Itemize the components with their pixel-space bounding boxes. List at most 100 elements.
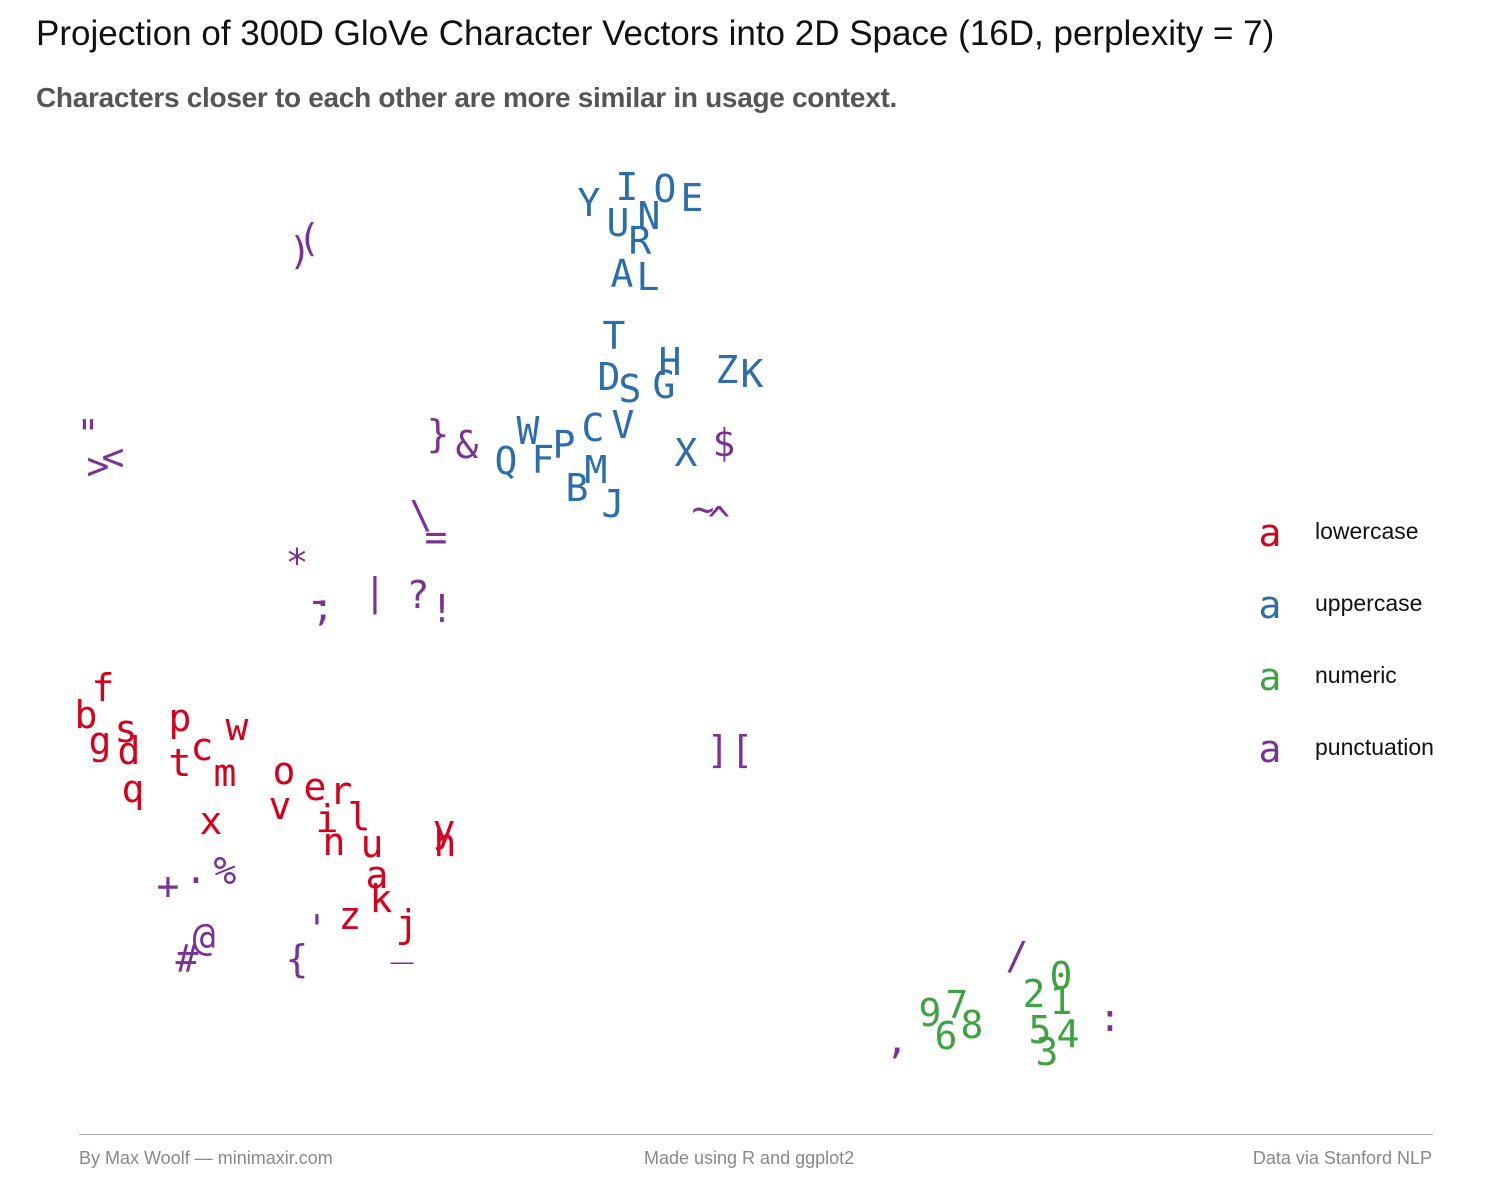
point-label-punctuation: ~	[692, 487, 715, 531]
point-label-punctuation: ;	[312, 585, 335, 629]
point-label-punctuation: "	[77, 412, 100, 456]
footer-tools: Made using R and ggplot2	[644, 1148, 855, 1168]
point-label-uppercase: W	[517, 409, 540, 453]
point-label-lowercase: d	[118, 729, 141, 773]
point-label-punctuation: =	[425, 515, 448, 559]
point-label-punctuation: +	[157, 864, 180, 908]
point-label-uppercase: D	[598, 355, 621, 399]
point-label-uppercase: O	[654, 167, 677, 211]
point-label-numeric: 0	[1050, 954, 1073, 998]
point-label-uppercase: Y	[578, 181, 601, 225]
point-label-lowercase: f	[92, 666, 115, 710]
legend-key-uppercase: a	[1259, 583, 1282, 627]
point-label-uppercase: P	[553, 423, 576, 467]
point-label-uppercase: V	[612, 403, 635, 447]
legend: a lowercase a uppercase a numeric a punctuation	[1259, 511, 1434, 771]
point-label-numeric: 3	[1036, 1030, 1059, 1074]
point-label-lowercase: i	[316, 797, 339, 841]
legend-key-lowercase: a	[1259, 511, 1282, 555]
point-label-uppercase: J	[602, 482, 625, 526]
point-label-uppercase: X	[675, 431, 698, 475]
point-label-lowercase: s	[115, 707, 138, 751]
point-label-punctuation: |	[364, 570, 387, 615]
point-label-uppercase: G	[653, 363, 676, 407]
chart-title: Projection of 300D GloVe Character Vecto…	[36, 14, 1275, 53]
points-layer: I O E Y NU RA LTH Z K D GS W C VPQ F X MB J)("><} & $ \= ~^ * |…	[75, 165, 1122, 1074]
footer-source: Data via Stanford NLP	[1252, 1148, 1432, 1168]
point-label-lowercase: y	[433, 807, 456, 851]
point-label-lowercase: g	[89, 719, 112, 763]
point-label-punctuation: (	[298, 216, 321, 260]
legend-label-lowercase: lowercase	[1315, 518, 1419, 544]
point-label-lowercase: a	[366, 853, 389, 897]
legend-key-punctuation: a	[1259, 727, 1282, 771]
point-label-punctuation: >	[87, 444, 110, 488]
point-label-uppercase: R	[629, 219, 652, 263]
point-label-punctuation: &	[456, 423, 479, 467]
point-label-numeric: 7	[946, 983, 969, 1027]
point-label-lowercase: x	[200, 799, 223, 843]
point-label-punctuation: ]	[707, 728, 730, 772]
point-label-uppercase: K	[741, 352, 764, 396]
point-label-uppercase: Z	[716, 348, 739, 392]
point-label-punctuation: <	[102, 435, 125, 479]
footer-divider	[79, 1134, 1433, 1135]
point-label-punctuation: -	[307, 578, 330, 622]
point-label-uppercase: B	[566, 466, 589, 510]
point-label-lowercase: z	[339, 894, 362, 938]
point-label-punctuation: %	[214, 849, 237, 893]
point-label-uppercase: T	[603, 314, 626, 358]
point-label-lowercase: v	[269, 784, 292, 828]
scatter-plot: I O E Y NU RA LTH Z K D GS W C VPQ F X MB J)("><} & $ \= ~^ * |…	[75, 165, 1434, 1074]
point-label-numeric: 1	[1050, 979, 1073, 1023]
point-label-uppercase: E	[681, 176, 704, 220]
point-label-punctuation: #	[176, 937, 199, 981]
point-label-uppercase: A	[611, 252, 634, 296]
point-label-punctuation: .	[185, 848, 208, 892]
legend-label-punctuation: punctuation	[1315, 734, 1434, 760]
point-label-lowercase: b	[75, 693, 98, 737]
point-label-punctuation: /	[1006, 934, 1029, 978]
point-label-uppercase: S	[619, 367, 642, 411]
point-label-lowercase: j	[396, 902, 419, 946]
footer-credit: By Max Woolf — minimaxir.com	[79, 1148, 333, 1168]
point-label-uppercase: F	[532, 438, 555, 482]
legend-label-numeric: numeric	[1315, 662, 1397, 688]
point-label-punctuation: [	[731, 728, 754, 772]
point-label-punctuation: ^	[708, 499, 731, 543]
point-label-uppercase: I	[616, 165, 639, 209]
point-label-punctuation: \	[410, 493, 433, 537]
point-label-numeric: 6	[935, 1014, 958, 1058]
point-label-lowercase: p	[169, 696, 192, 740]
point-label-uppercase: C	[582, 406, 605, 450]
point-label-uppercase: U	[607, 201, 630, 245]
chart-subtitle: Characters closer to each other are more…	[36, 82, 897, 113]
point-label-numeric: 5	[1029, 1008, 1052, 1052]
point-label-lowercase: e	[304, 765, 327, 809]
point-label-punctuation: @	[193, 915, 216, 959]
point-label-punctuation: :	[1099, 996, 1122, 1040]
point-label-punctuation: ?	[407, 573, 430, 617]
point-label-lowercase: r	[330, 769, 353, 813]
point-label-lowercase: n	[323, 820, 346, 864]
point-label-lowercase: o	[273, 749, 296, 793]
point-label-lowercase: c	[191, 725, 214, 769]
point-label-punctuation: _	[391, 920, 414, 965]
point-label-punctuation: )	[289, 229, 312, 273]
point-label-lowercase: q	[122, 767, 145, 811]
point-label-lowercase: w	[226, 705, 249, 749]
point-label-uppercase: H	[659, 340, 682, 384]
point-label-numeric: 9	[919, 991, 942, 1035]
point-label-lowercase: k	[370, 877, 393, 921]
legend-key-numeric: a	[1259, 655, 1282, 699]
point-label-uppercase: L	[637, 255, 660, 299]
legend-label-uppercase: uppercase	[1315, 590, 1422, 616]
point-label-numeric: 8	[961, 1003, 984, 1047]
point-label-lowercase: t	[169, 741, 192, 785]
point-label-lowercase: u	[361, 822, 384, 866]
point-label-punctuation: !	[431, 587, 454, 631]
point-label-numeric: 4	[1057, 1012, 1080, 1056]
point-label-uppercase: N	[638, 194, 661, 238]
point-label-uppercase: M	[585, 448, 608, 492]
point-label-punctuation: ,	[886, 1018, 909, 1062]
